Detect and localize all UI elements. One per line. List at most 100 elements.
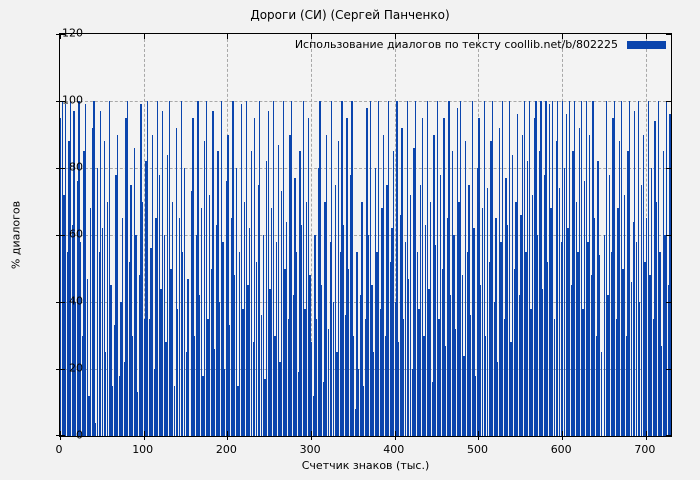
y-tick-mark bbox=[56, 235, 65, 236]
impulse-bar bbox=[147, 101, 149, 436]
impulse-bar bbox=[553, 318, 556, 436]
impulse-bar bbox=[488, 261, 490, 436]
impulse-bar bbox=[503, 318, 505, 436]
impulse-bar bbox=[617, 208, 619, 436]
impulse-bar bbox=[540, 101, 542, 436]
impulse-bar bbox=[468, 184, 470, 436]
impulse-bar bbox=[210, 268, 212, 436]
x-tick-mark bbox=[478, 34, 480, 39]
impulse-bar bbox=[158, 174, 161, 436]
impulse-bar bbox=[255, 261, 258, 436]
y-gridline bbox=[60, 101, 671, 102]
impulse-bar bbox=[274, 335, 276, 436]
legend-label: Использование диалогов по тексту coollib… bbox=[294, 38, 618, 51]
impulse-bar bbox=[73, 111, 75, 436]
impulse-bar bbox=[419, 184, 422, 436]
impulse-bar bbox=[123, 362, 125, 436]
impulse-bar bbox=[649, 275, 651, 436]
impulse-bar bbox=[140, 104, 142, 436]
impulse-bar bbox=[421, 117, 423, 436]
impulse-bar bbox=[336, 352, 338, 436]
impulse-bar bbox=[578, 127, 581, 436]
impulse-bar bbox=[294, 178, 296, 436]
impulse-bar bbox=[193, 335, 196, 436]
impulse-bar bbox=[394, 302, 397, 436]
legend-swatch bbox=[627, 40, 666, 49]
impulse-bar bbox=[577, 251, 579, 436]
impulse-bar bbox=[192, 117, 194, 436]
impulse-bar bbox=[461, 275, 464, 436]
impulse-bar bbox=[448, 101, 450, 436]
impulse-bar bbox=[257, 184, 259, 436]
impulse-bar bbox=[604, 235, 606, 436]
impulse-bar bbox=[219, 302, 221, 436]
impulse-bar bbox=[662, 151, 664, 436]
impulse-bar bbox=[429, 201, 432, 436]
impulse-bar bbox=[222, 241, 224, 436]
impulse-bar bbox=[573, 101, 576, 436]
impulse-bar bbox=[66, 251, 68, 436]
impulse-bar bbox=[389, 261, 392, 436]
impulse-bar bbox=[198, 295, 201, 436]
x-tick-label: 200 bbox=[215, 443, 237, 456]
impulse-bar bbox=[170, 268, 172, 436]
impulse-bar bbox=[453, 235, 455, 436]
impulse-bar bbox=[491, 101, 494, 436]
impulse-bar bbox=[361, 201, 363, 436]
impulse-bar bbox=[143, 318, 145, 436]
impulse-bar bbox=[481, 208, 484, 436]
y-tick-label: 20 bbox=[69, 361, 83, 375]
impulse-bar bbox=[458, 201, 460, 436]
impulse-bar bbox=[145, 161, 147, 436]
impulse-bar bbox=[229, 325, 231, 436]
impulse-bar bbox=[285, 221, 288, 436]
impulse-bar bbox=[249, 228, 251, 436]
impulse-bar bbox=[167, 154, 169, 436]
impulse-bar bbox=[401, 127, 403, 436]
impulse-bar bbox=[607, 295, 609, 436]
x-gridline bbox=[394, 34, 396, 436]
impulse-bar bbox=[439, 174, 442, 436]
x-tick-label: 300 bbox=[299, 443, 321, 456]
impulse-bar bbox=[393, 151, 395, 436]
x-tick-mark bbox=[60, 34, 61, 39]
y-gridline bbox=[60, 168, 671, 169]
impulse-bar bbox=[212, 111, 214, 436]
impulse-bar bbox=[642, 134, 644, 436]
impulse-bar bbox=[339, 251, 341, 436]
impulse-bar bbox=[307, 117, 310, 436]
impulse-bar bbox=[423, 335, 425, 436]
impulse-bar bbox=[511, 154, 514, 436]
impulse-bar bbox=[317, 168, 320, 436]
impulse-bar bbox=[655, 201, 658, 436]
x-tick-label: 500 bbox=[466, 443, 488, 456]
impulse-bar bbox=[240, 104, 243, 436]
impulse-bar bbox=[128, 261, 130, 436]
impulse-bar bbox=[108, 101, 110, 436]
impulse-bar bbox=[528, 101, 530, 436]
impulse-bar bbox=[215, 224, 217, 436]
impulse-bar bbox=[225, 181, 228, 436]
impulse-bar bbox=[516, 114, 519, 436]
impulse-bar bbox=[620, 101, 623, 436]
impulse-bar bbox=[352, 335, 355, 436]
impulse-bar bbox=[619, 141, 621, 436]
impulse-bar bbox=[85, 104, 87, 436]
impulse-bar bbox=[160, 288, 162, 436]
impulse-bar bbox=[565, 114, 567, 436]
x-tick-mark bbox=[645, 431, 647, 440]
x-tick-label: 400 bbox=[383, 443, 405, 456]
y-gridline bbox=[60, 302, 671, 303]
impulse-bar bbox=[545, 101, 547, 436]
impulse-bar bbox=[234, 275, 236, 436]
impulse-bar bbox=[441, 268, 443, 436]
impulse-bar bbox=[344, 315, 346, 436]
impulse-bar bbox=[460, 101, 462, 436]
impulse-bar bbox=[93, 101, 95, 436]
y-tick-mark bbox=[666, 235, 671, 236]
impulse-bar bbox=[433, 134, 435, 436]
impulse-bar bbox=[408, 278, 410, 436]
impulse-bar bbox=[357, 369, 360, 436]
impulse-bar bbox=[334, 184, 336, 436]
x-tick-mark bbox=[227, 34, 229, 39]
